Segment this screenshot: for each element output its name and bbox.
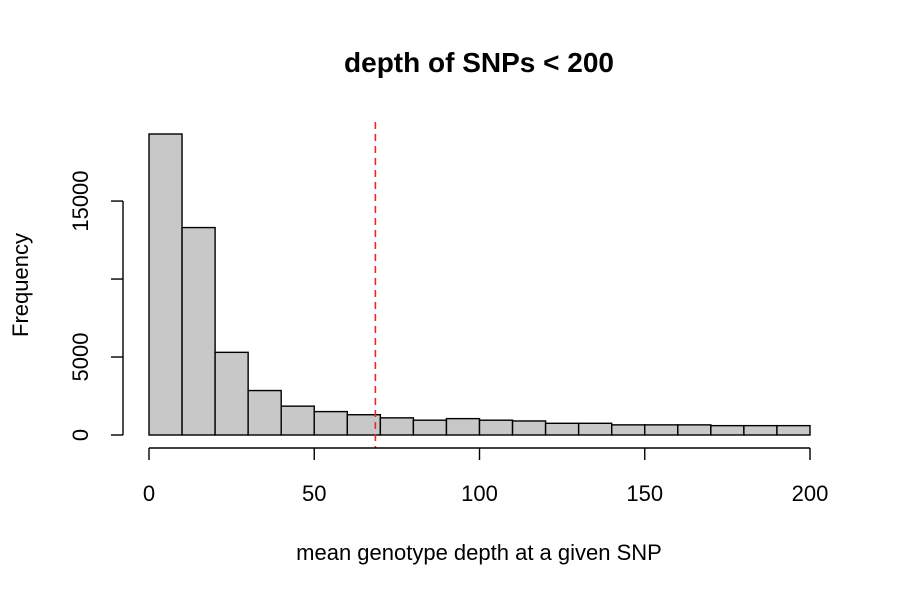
histogram-bar (611, 424, 646, 436)
histogram-bar (677, 424, 712, 436)
histogram-bar (644, 424, 679, 436)
x-tick-label: 0 (143, 481, 155, 506)
x-tick-label: 100 (461, 481, 498, 506)
x-tick-label: 200 (792, 481, 829, 506)
x-axis: 0 50 100 150 200 (143, 447, 829, 506)
histogram-bar (478, 419, 514, 436)
histogram-bar (544, 422, 580, 436)
histogram-bar (445, 417, 481, 436)
histogram-bar (313, 410, 348, 436)
histogram-bar (511, 420, 547, 436)
y-axis-label: Frequency (8, 233, 33, 337)
histogram-bar (577, 422, 613, 436)
histogram-bar (148, 133, 183, 436)
chart-title: depth of SNPs < 200 (344, 47, 614, 78)
histogram-bar (710, 424, 745, 436)
y-axis: 0 5000 15000 (68, 170, 124, 441)
x-axis-label: mean genotype depth at a given SNP (296, 540, 662, 565)
histogram-bar (776, 424, 811, 436)
y-tick-label: 15000 (68, 170, 93, 231)
histogram-bar (181, 226, 216, 436)
x-tick-label: 150 (626, 481, 663, 506)
histogram-bar (412, 419, 448, 436)
histogram-bar (247, 389, 282, 436)
histogram-bar (379, 417, 415, 436)
histogram-bar (280, 405, 315, 436)
y-tick-label: 0 (68, 429, 93, 441)
bars (148, 133, 811, 436)
x-tick-label: 50 (302, 481, 326, 506)
histogram-bar (214, 351, 249, 436)
y-tick-label: 5000 (68, 333, 93, 382)
histogram-bar (743, 424, 778, 436)
